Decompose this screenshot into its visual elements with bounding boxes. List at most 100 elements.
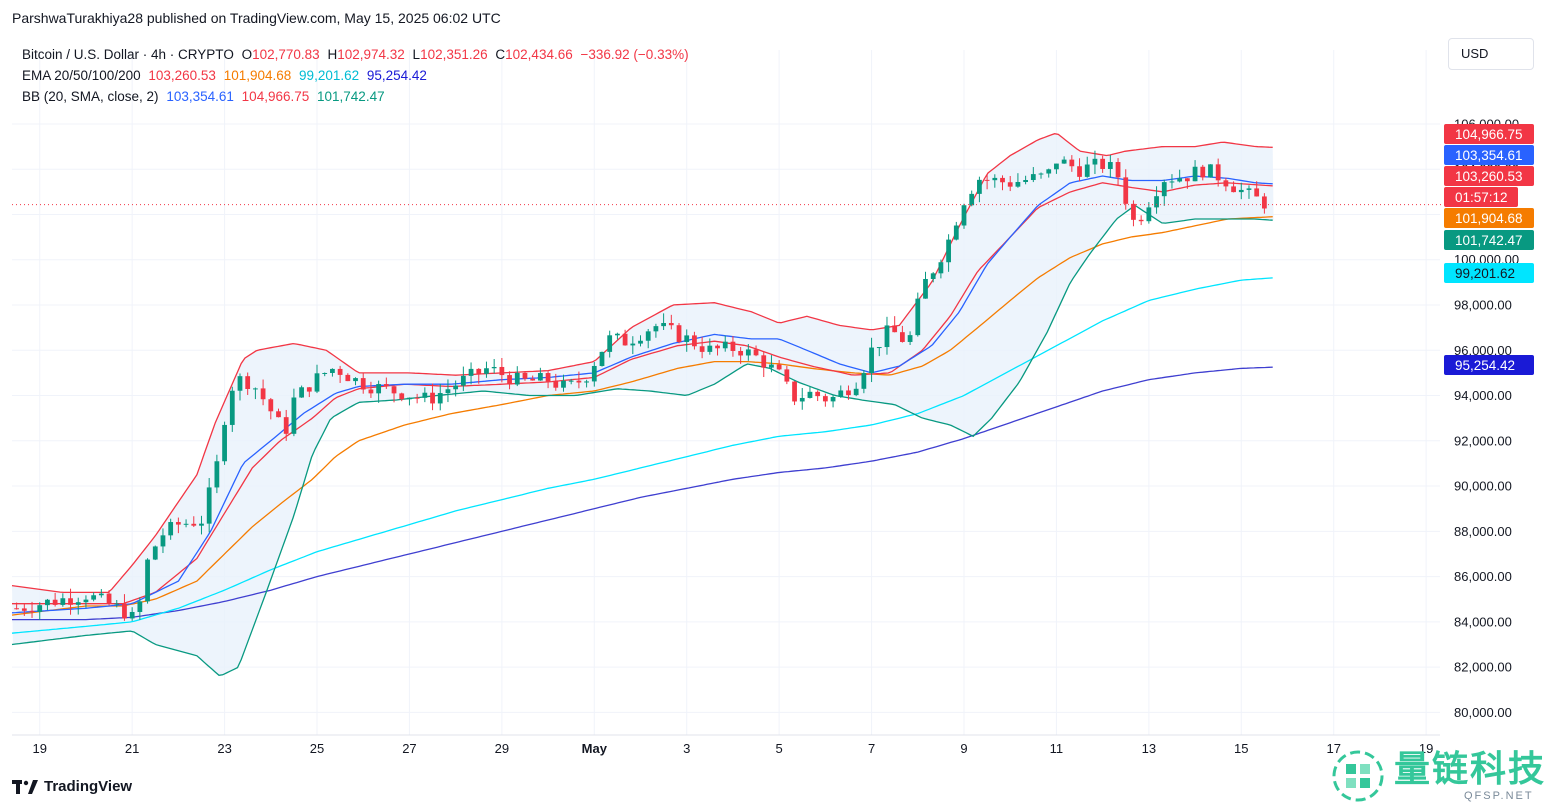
currency-selector[interactable]: USD	[1448, 38, 1534, 70]
countdown-tag-bg	[1444, 187, 1518, 207]
candle-up	[599, 351, 605, 366]
price-tag-bg	[1444, 355, 1534, 375]
candle-up	[222, 424, 227, 462]
ema-label[interactable]: EMA 20/50/100/200	[22, 68, 141, 83]
candle-up	[1054, 163, 1059, 170]
candle-up	[653, 326, 659, 332]
ema200-value: 95,254.42	[366, 68, 427, 83]
candle-down	[761, 355, 767, 368]
candle-up	[514, 372, 520, 385]
candle-down	[1115, 162, 1121, 178]
candle-up	[1246, 188, 1252, 190]
candle-down	[260, 388, 266, 400]
candle-down	[191, 523, 197, 526]
price-tag-text: 103,260.53	[1455, 169, 1523, 184]
candle-down	[106, 593, 112, 604]
candle-down	[738, 350, 744, 356]
candle-down	[676, 325, 682, 342]
symbol-label[interactable]: Bitcoin / U.S. Dollar · 4h · CRYPTO	[22, 47, 234, 62]
candle-up	[353, 378, 358, 382]
candle-up	[114, 603, 120, 605]
candle-up	[468, 368, 474, 376]
bb-label[interactable]: BB (20, SMA, close, 2)	[22, 89, 159, 104]
y-tick-label: 92,000.00	[1454, 433, 1512, 448]
price-tag-bg	[1444, 263, 1534, 283]
candle-up	[199, 523, 204, 526]
candle-up	[838, 390, 844, 397]
candle-down	[1077, 166, 1082, 177]
candle-down	[122, 603, 127, 619]
candle-up	[953, 225, 959, 240]
close-label: C	[495, 47, 506, 62]
candle-up	[129, 611, 135, 619]
candle-down	[499, 366, 505, 376]
bb-basis-value: 103,354.61	[166, 89, 234, 104]
candle-down	[1223, 180, 1229, 187]
candle-up	[830, 396, 836, 402]
candle-up	[437, 393, 443, 404]
candle-up	[661, 323, 666, 327]
candle-down	[1069, 159, 1075, 167]
time-axis[interactable]: 19 21 23 25 27 29 May 3 5 7 9 11 13 15 17 19	[32, 741, 1433, 756]
candle-up	[314, 373, 320, 392]
candle-up	[1015, 182, 1021, 187]
legend-ema-row[interactable]: EMA 20/50/100/200 103,260.53 101,904.68 …	[22, 65, 693, 86]
price-tag-bg	[1444, 208, 1534, 228]
candle-up	[75, 602, 81, 605]
y-tick-label: 96,000.00	[1454, 343, 1512, 358]
legend-ohlc-row[interactable]: Bitcoin / U.S. Dollar · 4h · CRYPTO O102…	[22, 44, 693, 65]
candle-up	[876, 347, 882, 349]
candle-up	[253, 388, 258, 390]
price-tag-text: 101,742.47	[1455, 233, 1523, 248]
candle-down	[21, 608, 27, 611]
candle-up	[745, 349, 751, 356]
candle-up	[206, 487, 212, 524]
ema100-value: 99,201.62	[299, 68, 360, 83]
candle-up	[1023, 180, 1029, 183]
candle-up	[407, 397, 412, 400]
indicator-lines	[11, 133, 1273, 676]
candle-up	[537, 373, 543, 381]
candle-down	[1200, 166, 1206, 178]
candle-up	[1030, 174, 1036, 181]
candle-down	[1184, 178, 1190, 182]
legend-bb-row[interactable]: BB (20, SMA, close, 2) 103,354.61 104,96…	[22, 86, 693, 107]
price-tag-bg	[1444, 145, 1534, 165]
candle-up	[484, 368, 489, 374]
x-tick-label: 21	[125, 741, 139, 756]
y-tick-label: 90,000.00	[1454, 479, 1512, 494]
candle-up	[1192, 166, 1198, 182]
watermark-text: 量链科技	[1394, 749, 1547, 790]
bb-lower-line	[11, 205, 1273, 676]
candle-up	[1084, 164, 1090, 177]
candle-up	[1161, 182, 1167, 197]
candle-down	[715, 345, 720, 349]
candle-down	[846, 390, 851, 396]
candle-down	[52, 599, 58, 605]
candle-down	[68, 598, 73, 605]
candle-down	[276, 411, 281, 418]
high-label: H	[327, 47, 338, 62]
candle-up	[1046, 169, 1052, 174]
change-value: −336.92 (−0.33%)	[580, 47, 689, 62]
candle-up	[769, 364, 774, 368]
candle-up	[291, 397, 297, 434]
high-value: 102,974.32	[337, 47, 405, 62]
open-value: 102,770.83	[252, 47, 320, 62]
candle-down	[730, 341, 736, 351]
candle-up	[183, 523, 189, 525]
ema50-value: 101,904.68	[223, 68, 292, 83]
candle-down	[14, 608, 20, 610]
candle-down	[892, 325, 898, 333]
watermark-url: QFSP.NET	[1464, 790, 1534, 802]
candle-up	[992, 177, 998, 181]
candle-down	[1138, 219, 1144, 222]
tradingview-logo[interactable]: TradingView	[12, 778, 132, 795]
x-tick-label: 19	[1419, 741, 1433, 756]
candle-up	[638, 340, 643, 344]
candle-up	[145, 559, 150, 602]
candle-down	[1123, 177, 1129, 204]
candle-up	[45, 599, 50, 606]
candle-up	[453, 385, 459, 390]
